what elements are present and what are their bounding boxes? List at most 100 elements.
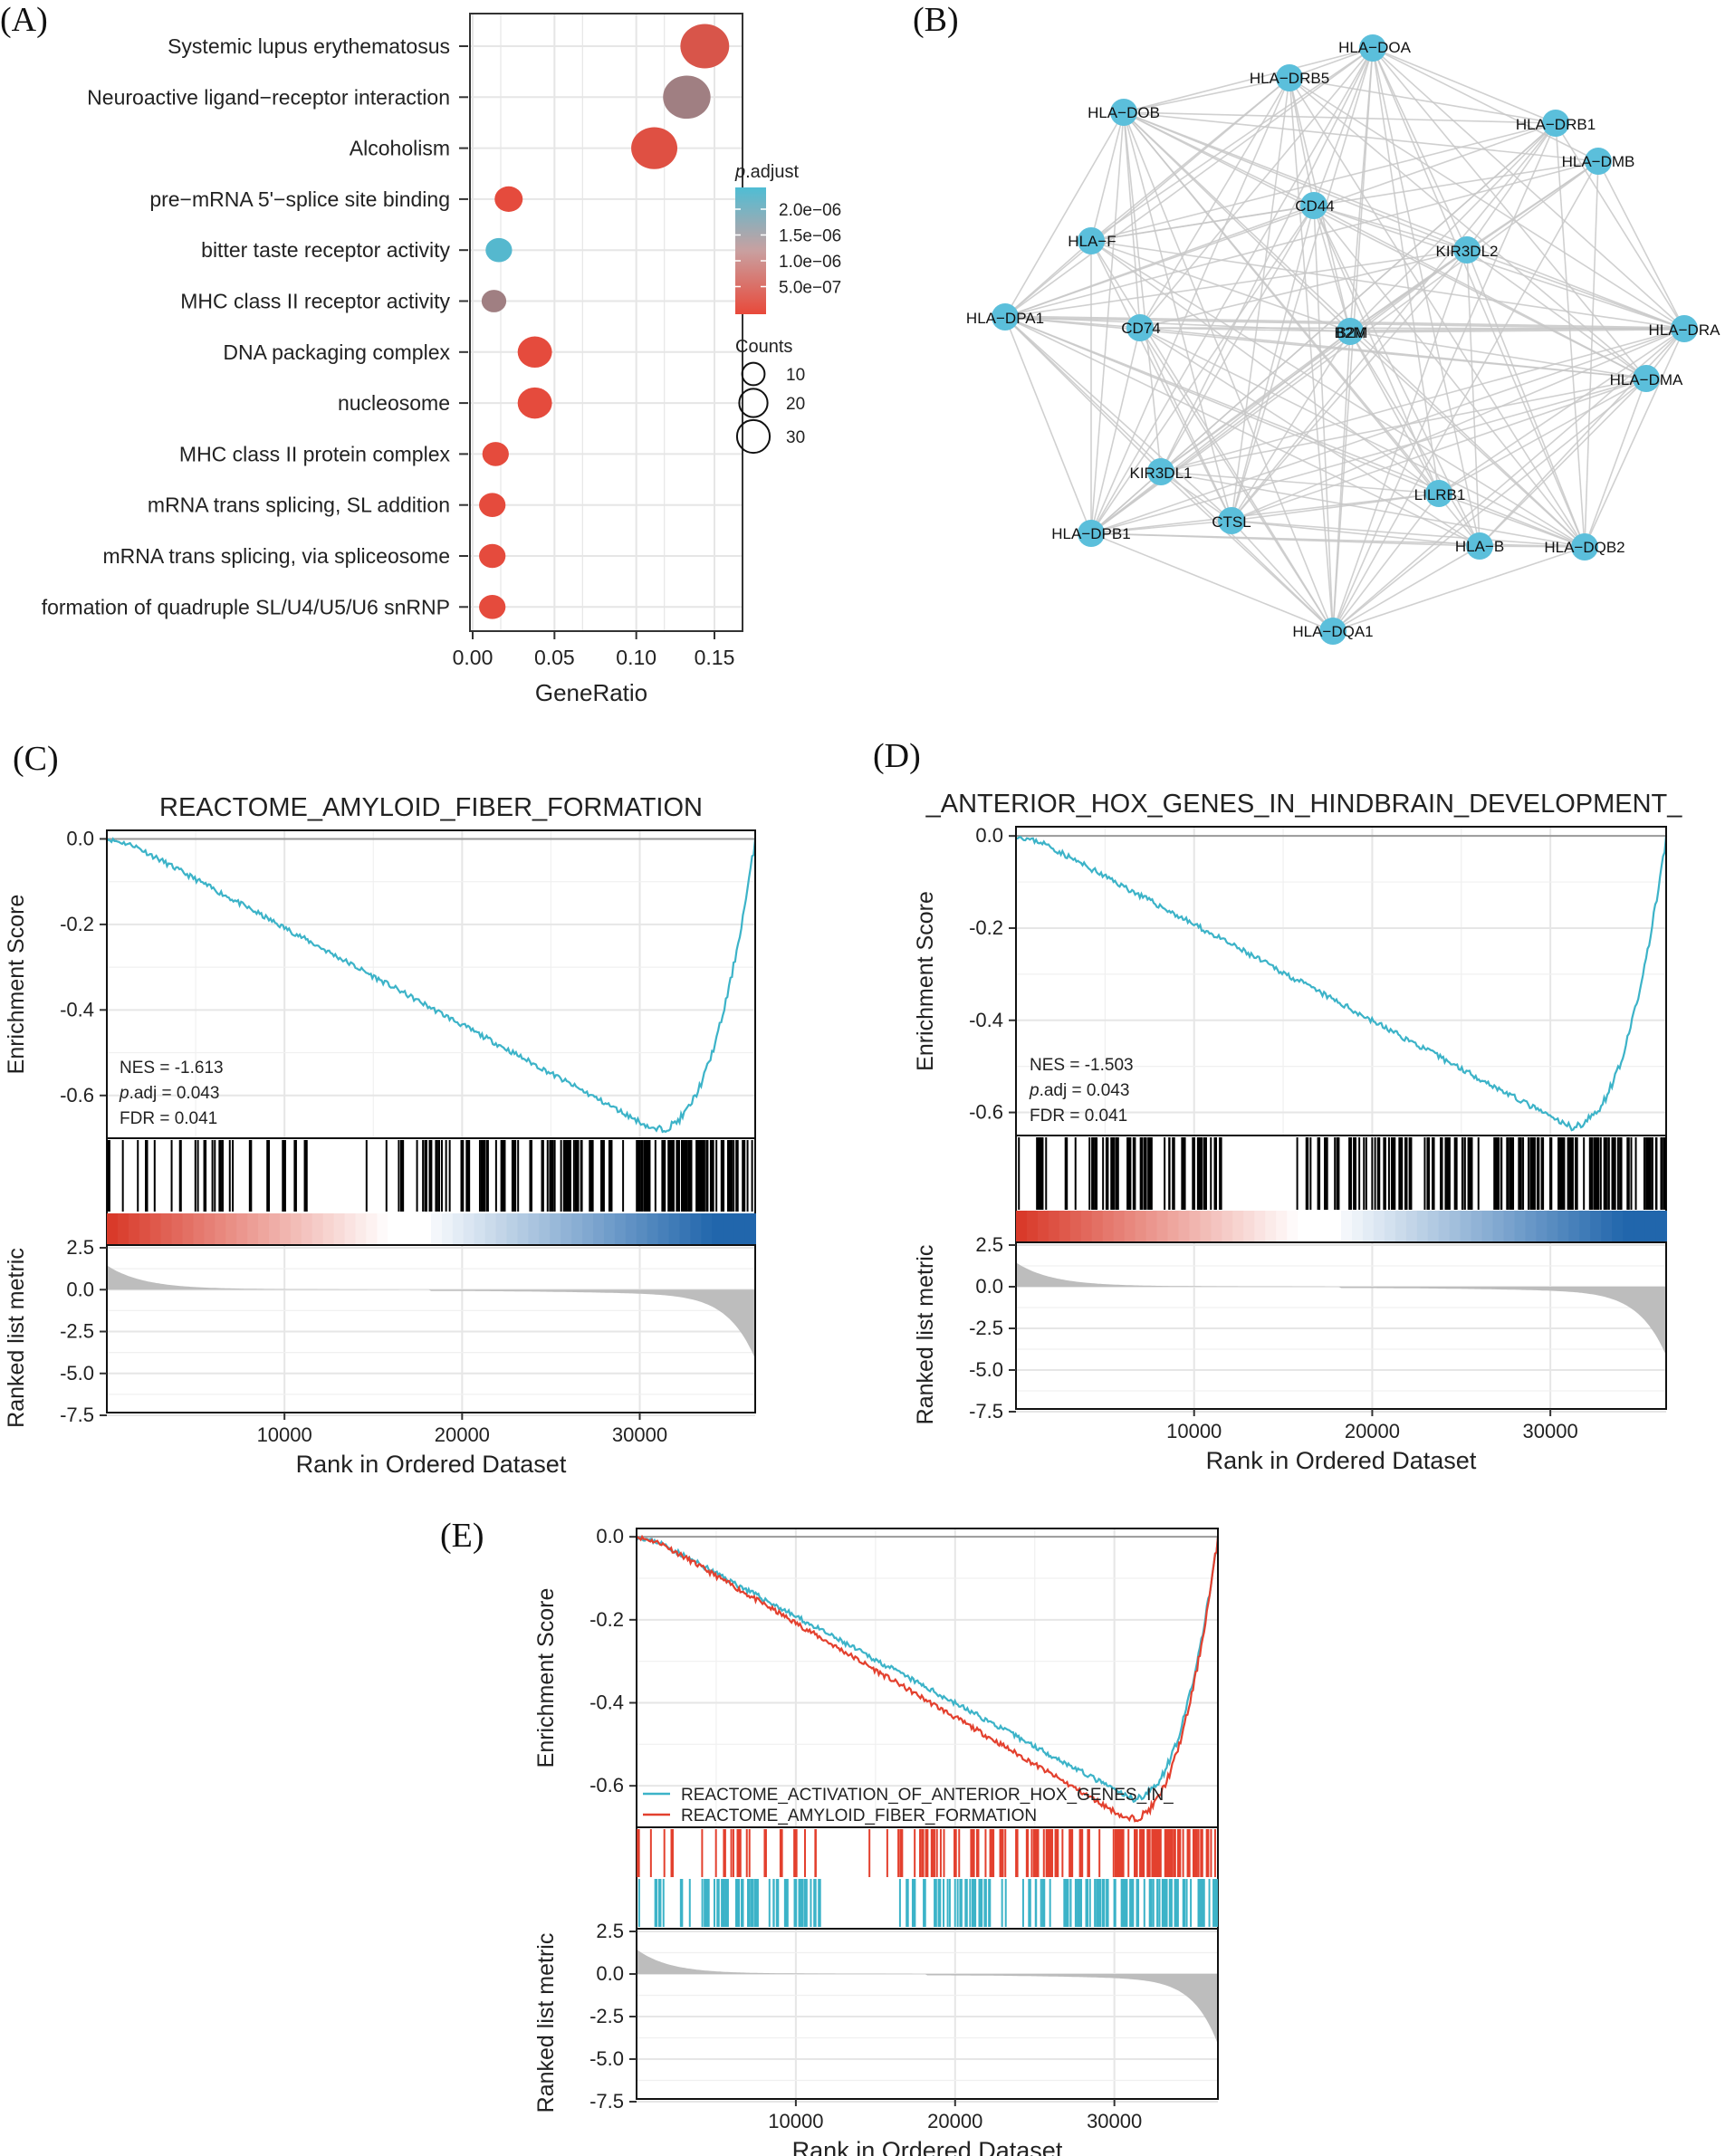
node-label: HLA−DQB2 <box>1544 539 1624 556</box>
node <box>1110 99 1137 126</box>
edge <box>1438 328 1685 494</box>
heat-cell <box>311 1213 324 1244</box>
node-label: CD74 <box>1121 320 1160 337</box>
edge <box>1090 532 1586 548</box>
es-curve <box>106 837 757 1134</box>
heat-cell <box>1178 1211 1191 1241</box>
edge <box>1090 328 1685 534</box>
edges <box>1004 47 1685 632</box>
node <box>992 303 1019 331</box>
edge <box>1123 47 1374 113</box>
edge <box>1584 328 1685 548</box>
edge <box>1139 249 1468 329</box>
heat-cell <box>107 1213 119 1244</box>
heat-cell <box>1298 1211 1310 1241</box>
y-tick-label-metric: 0.0 <box>975 1275 1003 1298</box>
heat-cell <box>1438 1211 1451 1241</box>
edge <box>1372 47 1685 330</box>
edge <box>1160 471 1232 522</box>
node-label: KIR3DL1 <box>1130 465 1193 482</box>
heat-cell <box>1655 1211 1667 1241</box>
legend-title-counts: Counts <box>735 337 792 357</box>
heat-cell <box>561 1213 573 1244</box>
edge <box>1004 316 1481 547</box>
category-label: MHC class II protein complex <box>179 442 451 465</box>
heat-cell <box>636 1213 648 1244</box>
heat-cell <box>701 1213 714 1244</box>
y-axis-title-es: Enrichment Score <box>4 895 29 1075</box>
edge <box>1090 249 1468 534</box>
y-tick-label-metric: -2.5 <box>969 1317 1003 1339</box>
panel-a: (A) Systemic lupus erythematosus Neuroacti… <box>0 1 841 706</box>
heat-cell <box>1351 1211 1364 1241</box>
dot <box>663 75 711 120</box>
edge <box>1332 331 1351 632</box>
category-label: MHC class II receptor activity <box>180 290 450 313</box>
heat-cell <box>1373 1211 1385 1241</box>
heat-cell <box>1341 1211 1353 1241</box>
category-label: DNA packaging complex <box>223 340 450 364</box>
heat-cell <box>1492 1211 1505 1241</box>
panel-label-d: (D) <box>873 737 921 775</box>
edge <box>1349 327 1685 333</box>
heat-cell <box>1124 1211 1136 1241</box>
x-tick-label: 0.05 <box>534 646 575 669</box>
edge <box>1289 47 1374 79</box>
edge <box>1479 378 1647 547</box>
heat-cell <box>495 1213 508 1244</box>
x-tick-label: 0.10 <box>616 646 656 669</box>
edge <box>1004 316 1586 548</box>
legend-label: REACTOME_ACTIVATION_OF_ANTERIOR_HOX_GENE… <box>681 1786 1174 1805</box>
size-legend-circle <box>735 418 771 455</box>
heat-cell <box>139 1213 151 1244</box>
edge <box>1555 122 1685 330</box>
node <box>1337 318 1364 345</box>
heat-cell <box>1308 1211 1321 1241</box>
edge <box>1090 240 1440 494</box>
heat-cell <box>182 1213 195 1244</box>
plot-title-d: _ANTERIOR_HOX_GENES_IN_HINDBRAIN_DEVELOP… <box>925 790 1683 819</box>
heat-cell <box>582 1213 594 1244</box>
heat-cell <box>193 1213 206 1244</box>
edge <box>1313 205 1481 547</box>
category-label: bitter taste receptor activity <box>201 238 450 262</box>
heat-cell <box>1200 1211 1212 1241</box>
panel-e: (E) 0.0 -0.2 -0.4 -0.6 2.5 0.0 -2.5 -5.0 -7.5 1000… <box>440 1517 1220 2156</box>
heat-cell <box>1080 1211 1093 1241</box>
heat-cell <box>1243 1211 1256 1241</box>
node <box>1078 227 1105 254</box>
size-legend-label: 20 <box>786 395 805 414</box>
x-tick-label: 20000 <box>927 2110 982 2132</box>
heat-cell <box>1471 1211 1483 1241</box>
edge <box>1231 520 1586 548</box>
heat-cell <box>1102 1211 1115 1241</box>
stat-nes: NES = -1.613 <box>120 1059 224 1078</box>
heat-cell <box>1265 1211 1278 1241</box>
heat-cell <box>723 1213 735 1244</box>
legend-title-padjust: p.adjust <box>734 162 799 182</box>
heat-cell <box>1232 1211 1245 1241</box>
edge <box>1139 327 1232 522</box>
node-label: CTSL <box>1212 513 1251 531</box>
heat-cell <box>1644 1211 1657 1241</box>
stat-nes: NES = -1.503 <box>1030 1056 1134 1075</box>
category-label: mRNA trans splicing, via spliceosome <box>103 544 450 568</box>
y-tick-label-es: 0.0 <box>975 824 1003 847</box>
heat-cell <box>1211 1211 1223 1241</box>
size-legend-circle <box>738 388 769 418</box>
y-tick-label-metric: 2.5 <box>66 1236 94 1259</box>
heat-cell <box>1167 1211 1180 1241</box>
edge <box>1123 111 1599 162</box>
edge <box>1332 493 1440 632</box>
x-tick-label: 10000 <box>1166 1420 1222 1442</box>
heat-cell <box>733 1213 746 1244</box>
heat-cell <box>1384 1211 1396 1241</box>
heat-cell <box>1525 1211 1538 1241</box>
heat-cell <box>712 1213 724 1244</box>
edge <box>1231 520 1481 547</box>
panel-label-a: (A) <box>0 1 48 39</box>
heat-cell <box>128 1213 140 1244</box>
heat-cell <box>484 1213 497 1244</box>
edge <box>1313 205 1586 548</box>
panel-label-c: (C) <box>13 740 59 778</box>
